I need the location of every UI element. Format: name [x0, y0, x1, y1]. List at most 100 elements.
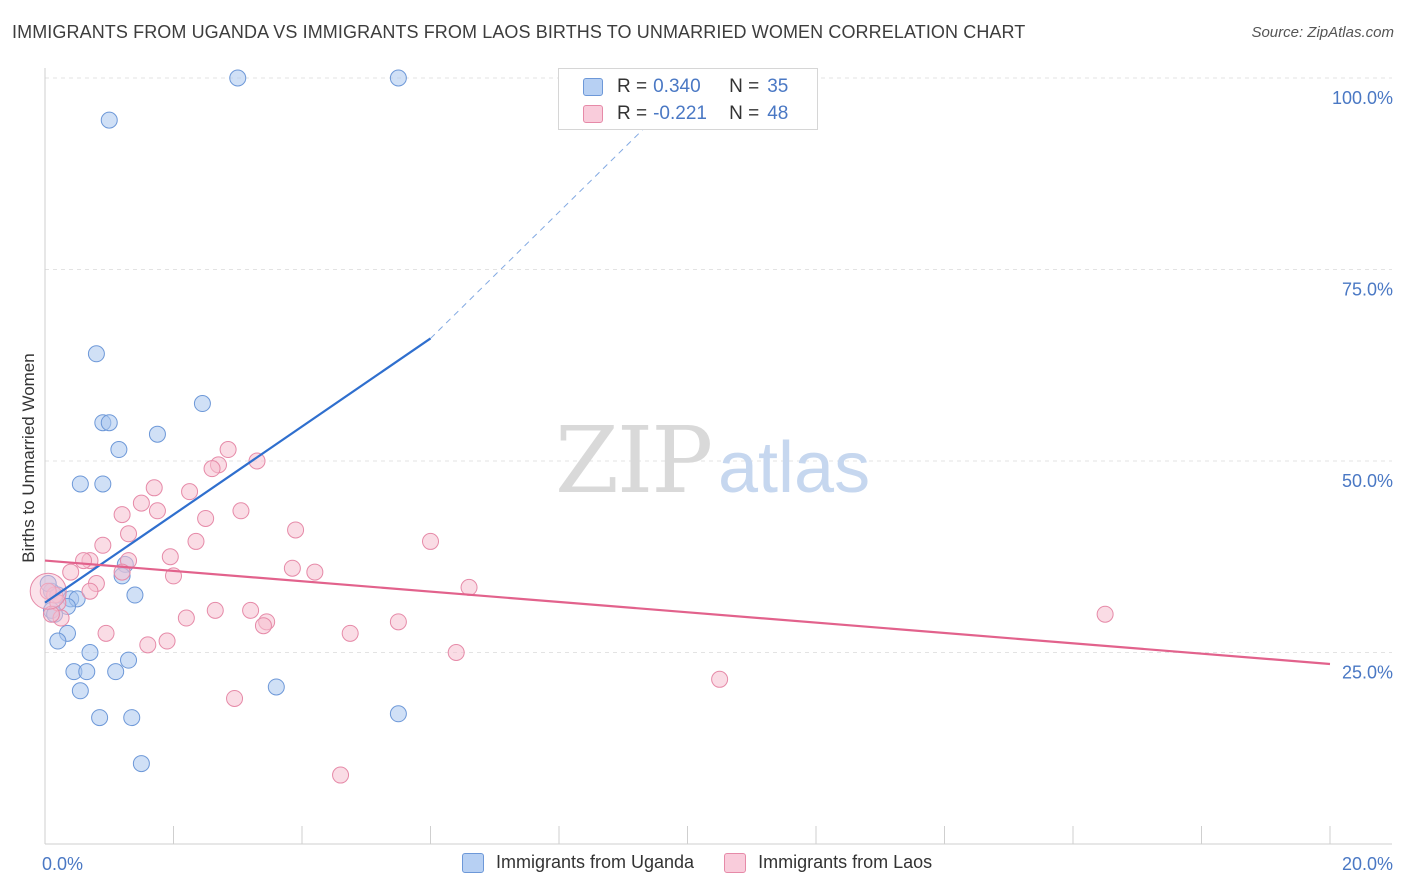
y-tick-label: 25.0% — [1342, 663, 1393, 683]
laos-point — [422, 532, 439, 550]
legend-r-label: R = — [617, 76, 648, 97]
uganda-point — [81, 644, 99, 661]
laos-point — [332, 766, 350, 784]
laos-point — [62, 563, 80, 581]
uganda-point — [193, 395, 211, 413]
uganda-point — [120, 651, 138, 669]
legend-n-label: N = — [729, 103, 760, 124]
y-tick-label: 50.0% — [1342, 471, 1393, 491]
laos-point — [145, 479, 163, 497]
laos-point — [75, 552, 93, 570]
uganda-point — [107, 663, 125, 681]
legend-label-laos: Immigrants from Laos — [758, 852, 933, 872]
laos-point — [226, 689, 244, 707]
laos-point — [711, 670, 729, 688]
y-axis-title: Births to Unmarried Women — [19, 353, 38, 562]
uganda-point — [100, 414, 118, 432]
series-uganda-points — [39, 69, 407, 773]
series-laos-points — [29, 441, 1114, 784]
laos-point — [132, 494, 150, 512]
uganda-point — [100, 111, 118, 129]
uganda-swatch — [583, 78, 603, 96]
laos-point — [447, 644, 465, 661]
legend-n-label: N = — [729, 76, 760, 97]
legend-r-value: -0.221 — [653, 103, 707, 124]
laos-point — [177, 609, 195, 627]
legend-n-value: 48 — [767, 103, 789, 124]
laos-swatch — [724, 852, 747, 873]
cluster-point — [29, 572, 67, 610]
legend-n-value: 35 — [767, 76, 789, 97]
laos-point — [94, 536, 112, 554]
legend-item-laos[interactable]: Immigrants from Laos — [724, 852, 932, 873]
laos-point — [42, 605, 60, 623]
uganda-point — [229, 69, 247, 87]
legend-row-uganda: R = 0.340 N = 35 — [583, 75, 788, 99]
axes — [44, 68, 1392, 845]
laos-point — [197, 509, 215, 527]
laos-point — [219, 441, 237, 459]
laos-point — [120, 525, 138, 543]
x-tick-labels: 0.0% 20.0% — [42, 854, 1393, 874]
y-tick-label: 75.0% — [1342, 280, 1393, 300]
laos-point — [206, 601, 224, 619]
laos-point — [232, 502, 250, 520]
legend-r-label: R = — [617, 103, 648, 124]
uganda-swatch — [462, 852, 484, 873]
uganda-point — [148, 425, 166, 443]
x-tick-label: 0.0% — [42, 854, 83, 874]
uganda-trend-line — [44, 337, 432, 604]
laos-point — [242, 601, 260, 619]
laos-point — [287, 521, 305, 539]
series-legend: Immigrants from Uganda Immigrants from L… — [462, 852, 962, 873]
laos-point — [283, 559, 301, 577]
laos-point — [389, 613, 407, 631]
trend-lines — [44, 85, 1331, 666]
uganda-point — [389, 705, 407, 723]
uganda-point — [78, 663, 96, 681]
grid-lines — [45, 77, 1392, 653]
uganda-point — [126, 586, 144, 604]
laos-point — [148, 502, 166, 520]
stats-legend: R = 0.340 N = 35 R = -0.221 N = 48 — [558, 68, 818, 130]
uganda-point — [94, 475, 112, 493]
y-tick-labels: 100.0% 75.0% 50.0% 25.0% — [1332, 88, 1393, 683]
laos-point — [341, 624, 359, 642]
laos-point — [139, 636, 157, 654]
uganda-point — [87, 345, 105, 363]
laos-point — [187, 532, 205, 550]
laos-point — [161, 548, 179, 566]
y-tick-label: 100.0% — [1332, 88, 1393, 108]
laos-point — [113, 506, 131, 524]
uganda-point — [91, 709, 109, 727]
uganda-point — [123, 709, 141, 727]
uganda-point — [49, 632, 67, 650]
legend-item-uganda[interactable]: Immigrants from Uganda — [462, 852, 694, 873]
legend-label-uganda: Immigrants from Uganda — [496, 852, 695, 872]
x-tick-label: 20.0% — [1342, 854, 1393, 874]
uganda-point — [267, 678, 285, 696]
uganda-point — [389, 69, 407, 87]
uganda-point — [132, 755, 150, 773]
laos-point — [248, 452, 266, 470]
uganda-point — [71, 682, 89, 700]
laos-point — [181, 483, 199, 501]
laos-swatch — [583, 105, 603, 123]
legend-r-value: 0.340 — [653, 76, 701, 97]
watermark-atlas: atlas — [718, 428, 870, 508]
uganda-point — [71, 475, 89, 493]
laos-point — [203, 460, 221, 478]
chart-source: Source: ZipAtlas.com — [1251, 24, 1394, 41]
laos-point — [158, 632, 176, 650]
watermark-zip: ZIP — [555, 407, 711, 514]
laos-point — [460, 578, 478, 596]
laos-point — [254, 617, 272, 635]
laos-point — [97, 624, 115, 642]
uganda-point — [110, 441, 128, 459]
laos-point — [81, 582, 99, 600]
laos-point — [1096, 605, 1114, 623]
laos-point — [306, 563, 324, 581]
laos-trend-line — [44, 559, 1331, 666]
legend-row-laos: R = -0.221 N = 48 — [583, 102, 788, 126]
